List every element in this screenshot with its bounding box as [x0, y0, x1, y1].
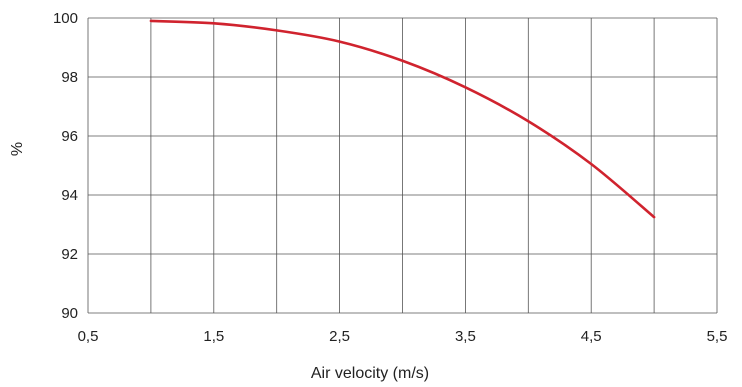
y-tick-label: 94 — [61, 187, 78, 204]
y-tick-label: 98 — [61, 69, 78, 86]
x-tick-label: 2,5 — [329, 328, 350, 345]
y-tick-label: 96 — [61, 128, 78, 145]
x-tick-label: 1,5 — [203, 328, 224, 345]
series-line — [149, 19, 656, 219]
y-axis-ticks: 100 98 96 94 92 90 — [53, 10, 78, 322]
x-tick-label: 0,5 — [78, 328, 99, 345]
y-tick-label: 92 — [61, 246, 78, 263]
y-tick-label: 90 — [61, 305, 78, 322]
x-tick-label: 3,5 — [455, 328, 476, 345]
y-axis-title: % — [9, 142, 26, 156]
grid — [87, 17, 718, 314]
y-tick-label: 100 — [53, 10, 78, 27]
x-axis-title: Air velocity (m/s) — [311, 365, 429, 382]
x-tick-label: 4,5 — [581, 328, 602, 345]
x-tick-label: 5,5 — [707, 328, 728, 345]
x-axis-ticks: 0,5 1,5 2,5 3,5 4,5 5,5 — [78, 328, 728, 345]
